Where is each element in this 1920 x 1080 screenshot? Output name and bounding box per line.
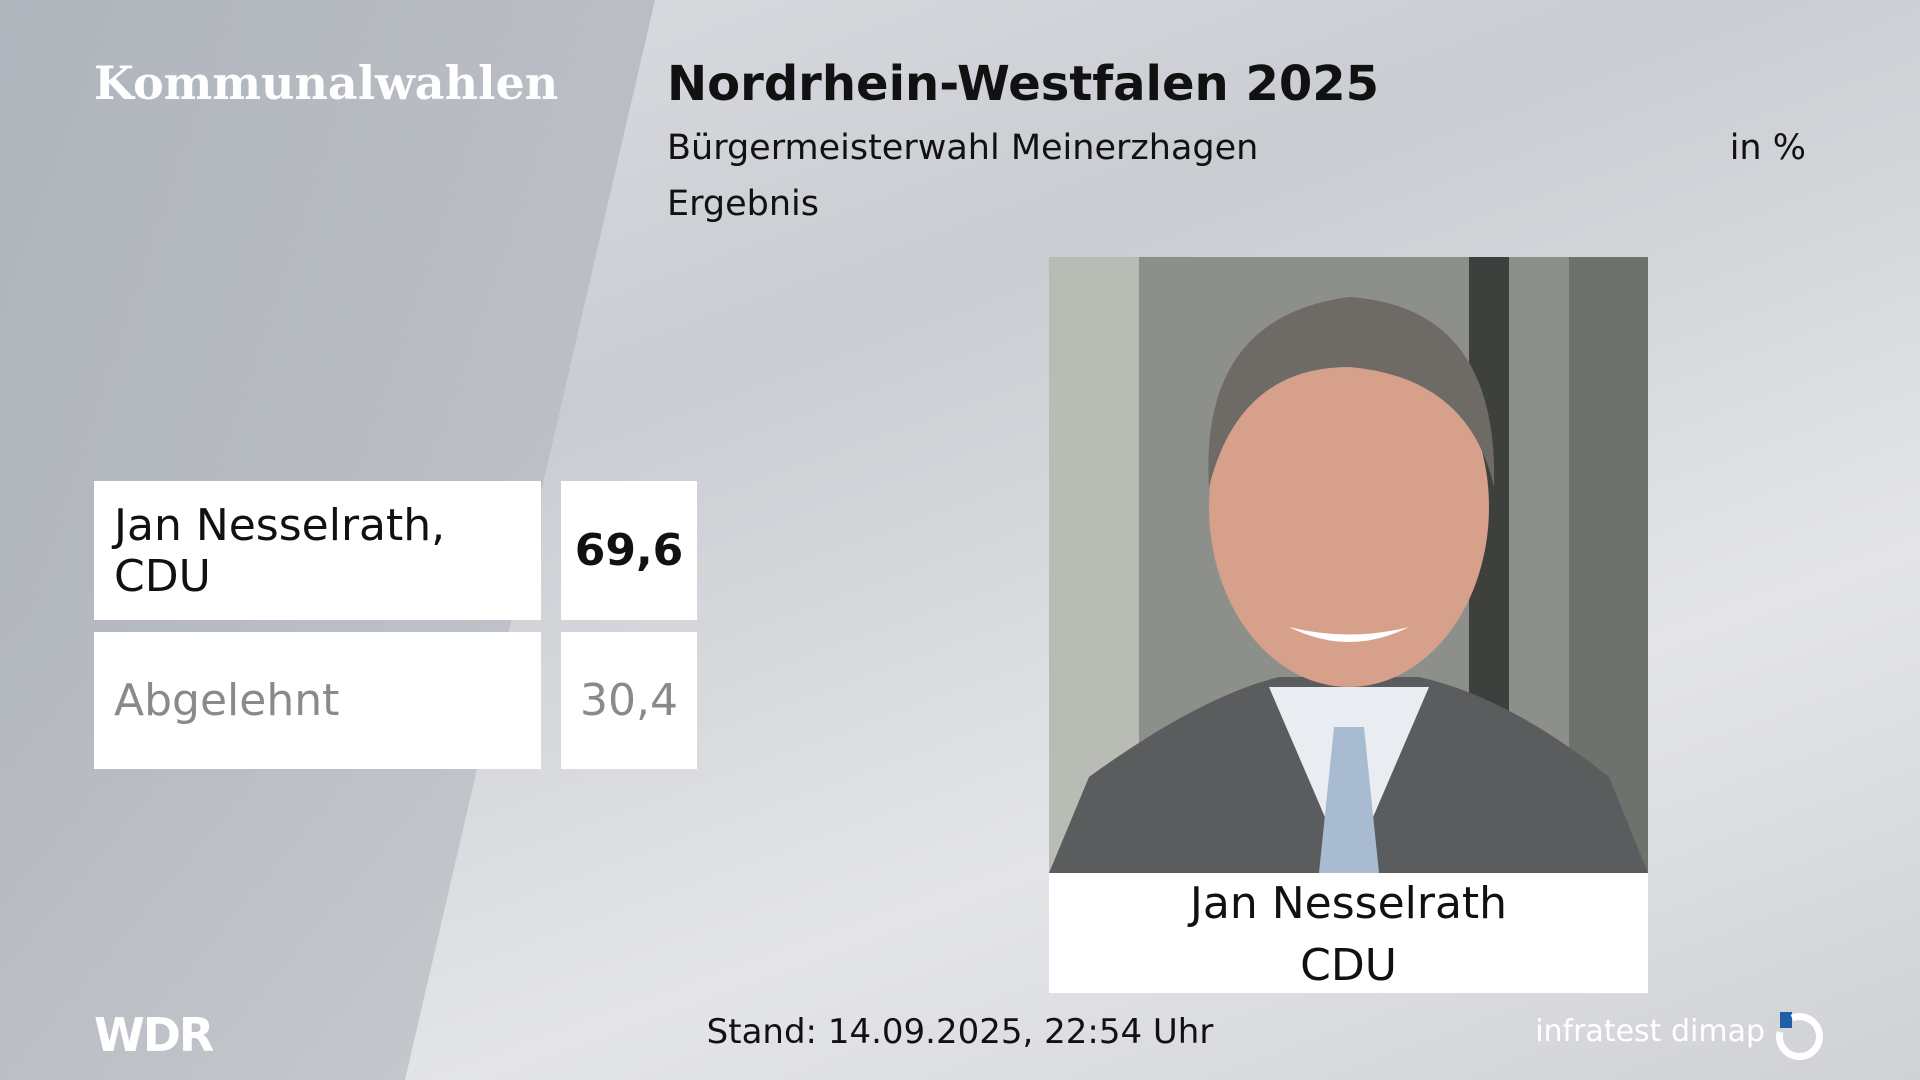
candidate-caption: Jan Nesselrath CDU <box>1049 873 1648 993</box>
candidate-name: Jan Nesselrath <box>1189 878 1508 929</box>
source-icon <box>1776 1012 1823 1060</box>
row-name: Jan Nesselrath, CDU <box>94 481 541 620</box>
unit: in % <box>1729 128 1806 168</box>
logo: WDR <box>94 1008 214 1062</box>
subtitle: Bürgermeisterwahl Meinerzhagen <box>667 128 1259 168</box>
timestamp: Stand: 14.09.2025, 22:54 Uhr <box>706 1012 1214 1052</box>
row-value: 30,4 <box>561 632 697 769</box>
category: Kommunalwahlen <box>94 56 559 110</box>
label: Ergebnis <box>667 184 819 224</box>
candidate-photo <box>1049 257 1648 873</box>
row-value: 69,6 <box>561 481 697 620</box>
source: infratest dimap <box>1535 1014 1765 1049</box>
row-name: Abgelehnt <box>94 632 541 769</box>
candidate-party: CDU <box>1300 940 1397 991</box>
title: Nordrhein-Westfalen 2025 <box>667 56 1380 112</box>
